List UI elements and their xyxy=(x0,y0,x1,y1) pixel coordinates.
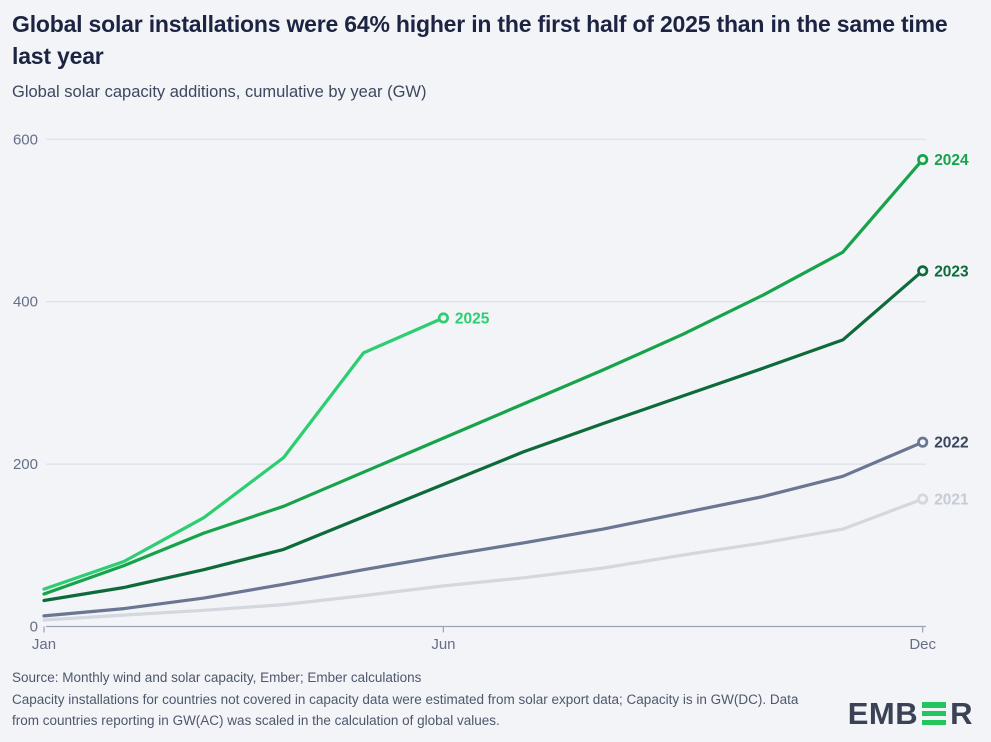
note-line: Capacity installations for countries not… xyxy=(12,691,799,729)
x-tick-label-jun: Jun xyxy=(431,636,455,653)
logo-bar xyxy=(922,702,947,708)
footer-text: Source: Monthly wind and solar capacity,… xyxy=(12,667,824,732)
chart-header: Global solar installations were 64% high… xyxy=(0,0,991,102)
series-line-2023 xyxy=(42,269,925,603)
logo-bar xyxy=(922,719,947,725)
ember-green-e-icon xyxy=(922,702,947,725)
y-tick-label-0: 0 xyxy=(30,619,38,636)
y-tick-label-400: 400 xyxy=(13,294,38,311)
logo-prefix: EMB xyxy=(847,696,919,731)
series-line-2024 xyxy=(42,158,925,596)
y-tick-label-600: 600 xyxy=(13,131,38,148)
y-tick-label-200: 200 xyxy=(13,456,38,473)
chart-title: Global solar installations were 64% high… xyxy=(12,11,948,69)
series-label-2021: 2021 xyxy=(934,492,969,509)
x-tick-label-dec: Dec xyxy=(909,636,936,653)
series-line-2022 xyxy=(42,440,925,618)
series-endpoint-2024 xyxy=(917,154,929,166)
series-label-2025: 2025 xyxy=(455,310,490,327)
logo-suffix: R xyxy=(950,696,973,731)
ember-logo: EMB R xyxy=(848,698,973,729)
chart-footer: Source: Monthly wind and solar capacity,… xyxy=(0,660,991,742)
series-endpoint-2025 xyxy=(437,312,449,324)
x-tick-label-jan: Jan xyxy=(32,636,56,653)
chart-area: 600 400 200 0 Jan Jun Dec 2021 2022 2023 2024 2025 xyxy=(0,112,991,660)
series-label-2022: 2022 xyxy=(934,435,968,452)
series-endpoint-2022 xyxy=(917,436,929,448)
series-line-2025 xyxy=(42,316,445,591)
logo-bar xyxy=(922,710,947,717)
series-line-2021 xyxy=(42,497,925,622)
series-label-2024: 2024 xyxy=(934,152,969,169)
series-label-2023: 2023 xyxy=(934,263,969,280)
chart-subtitle: Global solar capacity additions, cumulat… xyxy=(12,83,427,101)
series-endpoint-2023 xyxy=(917,265,929,277)
source-line: Source: Monthly wind and solar capacity,… xyxy=(12,670,422,686)
series-endpoint-2021 xyxy=(917,493,929,505)
